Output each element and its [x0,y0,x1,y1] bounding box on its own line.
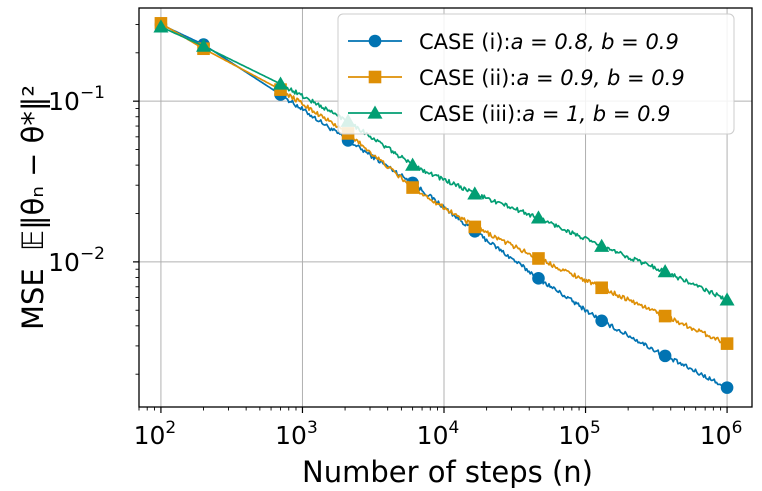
series-3-point [719,292,735,306]
series-3-point [405,157,421,171]
y-tick-label: 10−1 [48,83,105,116]
x-tick-label: 104 [417,418,460,450]
series-2-point [658,309,672,323]
x-tick-label: 103 [275,418,318,450]
legend-marker [368,70,382,84]
legend-item: CASE (ii):a = 0.9, b = 0.9 [348,66,685,90]
series-1-point [658,349,672,363]
legend-box [337,13,735,135]
y-axis-label: MSE 𝔼‖θₙ − θ*‖² [16,85,50,330]
legend-label: CASE (iii):a = 1, b = 0.9 [419,102,670,126]
legend: CASE (i):a = 0.8, b = 0.9 CASE (ii):a = 0… [337,13,735,135]
legend-marker [368,34,382,48]
x-tick-label: 105 [558,418,601,450]
series-3-point [153,19,169,33]
ticks: 102 103 104 105 106 10−2 10−1 [48,24,742,450]
series-1-point [595,314,608,328]
series-1-point [532,272,545,285]
legend-label: CASE (i):a = 0.8, b = 0.9 [419,30,679,54]
series-2-point [468,220,482,234]
series-3-line [160,26,728,302]
series-3-point [530,210,546,224]
series-1-point [720,381,734,394]
y-tick-label: 10−2 [48,244,105,277]
series-3-point [594,238,610,252]
series-2-line [160,22,728,345]
series-3-point [273,76,289,90]
series-2-point [406,181,419,194]
legend-item: CASE (i):a = 0.8, b = 0.9 [348,30,679,54]
x-tick-label: 102 [134,418,177,450]
series-3-point [467,186,483,200]
plot-frame [138,7,753,408]
series-2-point [720,337,734,350]
y-axis-label-text: MSE [16,268,50,330]
series-3-point [196,38,212,52]
legend-item: CASE (iii):a = 1, b = 0.9 [348,102,670,126]
legend-label: CASE (ii):a = 0.9, b = 0.9 [419,66,685,90]
x-axis-label: Number of steps (n) [302,455,593,489]
series-3-point [657,264,673,278]
series-2-point [532,252,545,265]
x-tick-label: 106 [700,418,743,450]
series-2 [154,17,734,350]
y-axis-label-math: 𝔼‖θₙ − θ*‖² [16,85,50,251]
series-2-point [595,281,608,295]
legend-marker [367,105,383,119]
